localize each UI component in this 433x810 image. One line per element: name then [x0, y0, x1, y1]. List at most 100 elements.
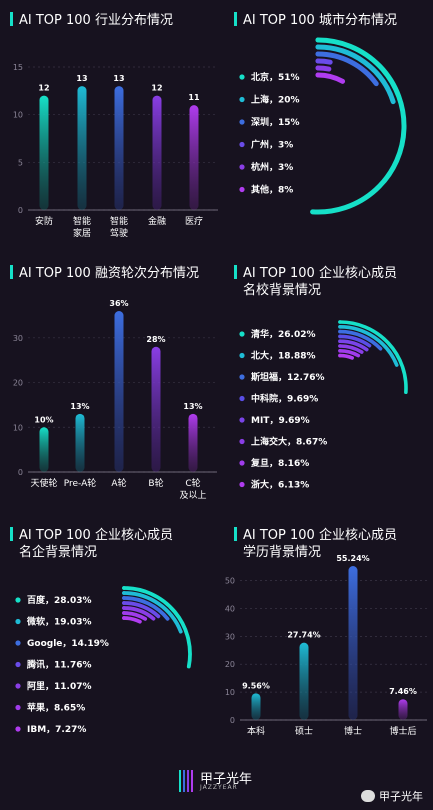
x-tick-label: 智能	[110, 215, 128, 227]
ring-arc	[122, 616, 142, 624]
x-tick-label: 驾驶	[110, 227, 128, 239]
subtitle-text: 学历背景情况	[243, 545, 322, 560]
legend-label: 清华，26.02%	[251, 328, 316, 340]
data-label: 13%	[183, 402, 202, 411]
ring-arc	[122, 591, 183, 634]
subtitle-text: 名校背景情况	[243, 283, 322, 298]
legend-marker	[15, 661, 21, 668]
ring-arc	[338, 325, 399, 367]
title-marker	[234, 12, 237, 26]
legend-label: 斯坦福，12.76%	[251, 371, 325, 383]
ring-start-dot	[338, 334, 342, 339]
data-label: 27.74%	[287, 631, 320, 640]
bar	[114, 86, 124, 210]
x-tick-label: 及以上	[179, 490, 206, 501]
legend-label: 深圳，15%	[251, 116, 300, 128]
data-label: 36%	[109, 299, 128, 308]
legend-label: 浙大，6.13%	[251, 479, 309, 491]
title-marker	[10, 527, 13, 541]
bar	[251, 693, 261, 720]
ring-arc	[122, 601, 161, 619]
title-marker	[234, 527, 237, 541]
data-label: 12	[38, 84, 49, 93]
ring-arc	[310, 37, 407, 215]
x-tick-label: 博士	[344, 725, 362, 737]
legend-marker	[239, 438, 245, 445]
bar	[189, 105, 199, 210]
ring-start-dot	[315, 58, 321, 64]
x-tick-label: 本科	[247, 725, 265, 737]
x-tick-label: B轮	[148, 477, 163, 489]
data-label: 10%	[34, 415, 53, 424]
x-tick-label: 智能	[73, 215, 91, 227]
wechat-icon	[361, 790, 375, 802]
ring-arc	[315, 72, 346, 84]
ring-start-dot	[338, 349, 342, 353]
ring-arc	[315, 51, 379, 87]
legend-marker	[15, 726, 21, 732]
jazzyear-logo: 甲子光年 JAZZYEAR	[178, 766, 260, 798]
y-tick-label: 10	[13, 423, 23, 432]
ring-start-dot	[122, 596, 126, 600]
data-label: 28%	[146, 335, 165, 344]
legend-label: 其他，8%	[251, 184, 293, 196]
data-label: 13%	[70, 402, 89, 411]
industry-chart-title: AI TOP 100 行业分布情况	[10, 12, 173, 29]
legend-marker	[239, 164, 245, 170]
x-tick-label: 天使轮	[30, 477, 57, 489]
legend-label: IBM，7.27%	[27, 725, 86, 735]
x-tick-label: 家居	[73, 227, 91, 239]
legend-label: Google，14.19%	[27, 639, 109, 649]
ring-arc	[122, 596, 170, 621]
degree-chart-title: AI TOP 100 企业核心成员 学历背景情况	[234, 527, 397, 561]
y-tick-label: 30	[225, 632, 235, 641]
bar	[299, 642, 309, 720]
bar	[114, 311, 124, 472]
title-text: AI TOP 100 融资轮次分布情况	[19, 266, 199, 281]
bar	[398, 699, 408, 720]
legend-marker	[239, 331, 245, 337]
y-tick-label: 20	[13, 379, 23, 388]
ring-start-dot	[315, 51, 321, 57]
data-label: 13	[76, 74, 87, 83]
legend-label: 广州，3%	[251, 139, 293, 151]
x-tick-label: 硕士	[295, 725, 313, 737]
ring-start-dot	[122, 606, 126, 610]
wechat-name: 甲子光年	[379, 790, 423, 803]
legend-label: MIT，9.69%	[251, 416, 310, 426]
ring-start-dot	[315, 37, 321, 43]
ring-start-dot	[122, 586, 126, 590]
legend-marker	[239, 460, 245, 466]
ring-start-dot	[122, 591, 126, 595]
logo-icon	[179, 770, 193, 792]
legend-marker	[239, 417, 245, 423]
y-tick-label: 10	[225, 688, 235, 697]
y-tick-label: 15	[13, 63, 23, 72]
x-tick-label: A轮	[111, 477, 126, 489]
x-tick-label: 安防	[35, 215, 53, 227]
legend-marker	[15, 683, 21, 689]
bar	[75, 413, 85, 472]
logo-subtext: JAZZYEAR	[200, 784, 238, 791]
legend-marker	[15, 618, 21, 625]
data-label: 12	[151, 84, 162, 93]
x-tick-label: 金融	[148, 215, 166, 227]
ring-start-dot	[315, 65, 321, 71]
ring-start-dot	[338, 353, 342, 358]
legend-label: 北大，18.88%	[251, 350, 316, 362]
data-label: 13	[113, 74, 124, 83]
x-tick-label: 博士后	[389, 725, 416, 737]
data-label: 55.24%	[336, 554, 369, 563]
legend-label: 苹果，8.65%	[27, 702, 85, 714]
data-label: 11	[188, 93, 200, 102]
company-chart-title: AI TOP 100 企业核心成员 名企背景情况	[10, 527, 173, 561]
y-tick-label: 40	[225, 604, 235, 613]
ring-start-dot	[122, 616, 126, 620]
bar	[39, 427, 49, 472]
ring-start-dot	[338, 344, 342, 348]
ring-start-dot	[122, 611, 126, 615]
legend-label: 杭州，3%	[251, 161, 293, 173]
bar	[39, 95, 49, 210]
school-chart-title: AI TOP 100 企业核心成员 名校背景情况	[234, 265, 397, 299]
